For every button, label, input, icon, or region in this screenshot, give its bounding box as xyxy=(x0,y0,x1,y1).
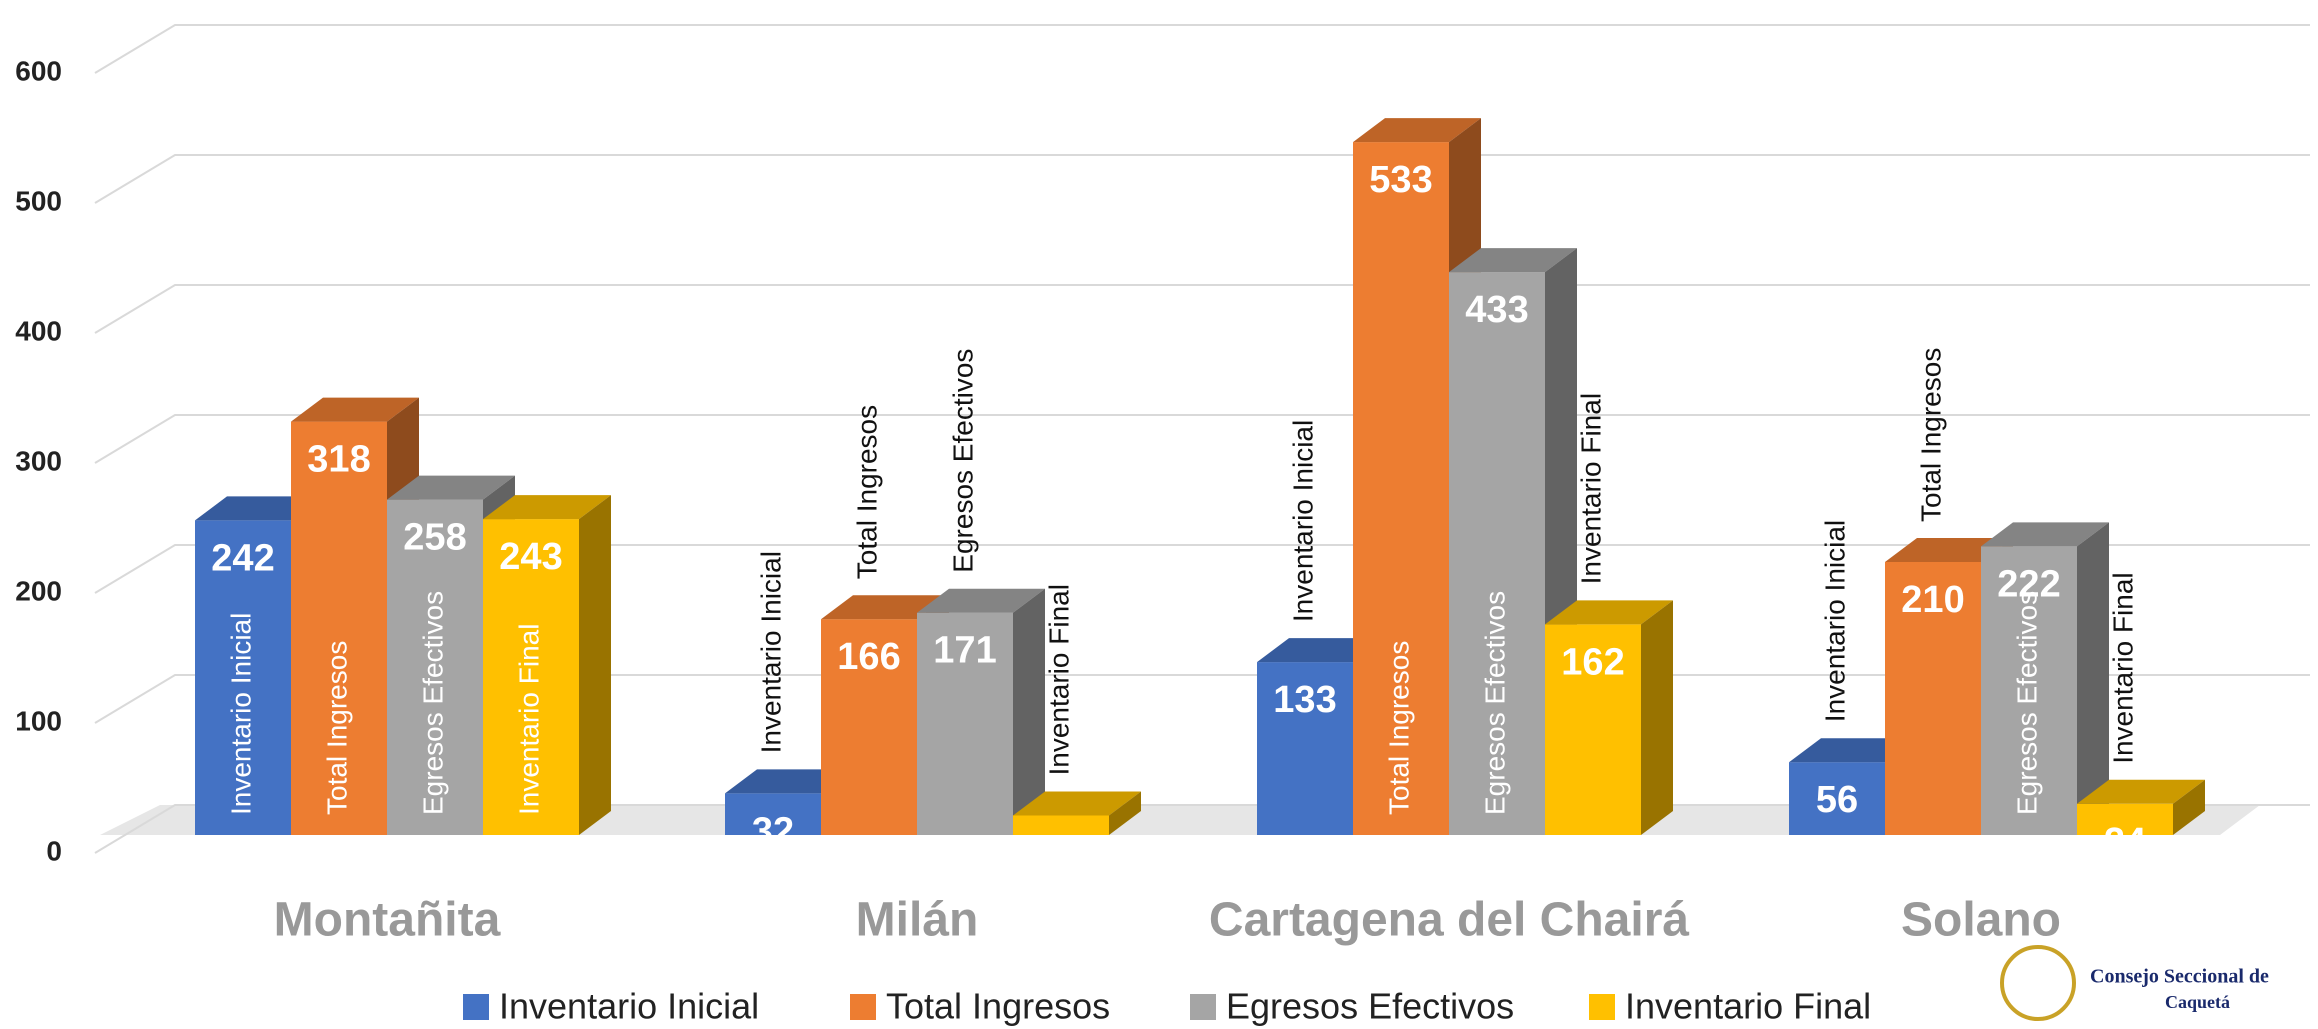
x-tick-label: Cartagena del Chairá xyxy=(1209,894,1689,947)
legend-swatch xyxy=(1589,994,1615,1020)
data-label: 171 xyxy=(933,630,996,672)
series-name-label: Inventario Inicial xyxy=(1819,520,1850,722)
data-label: 133 xyxy=(1273,679,1336,721)
data-label: 243 xyxy=(499,536,562,578)
grid-line xyxy=(95,155,2310,203)
bar xyxy=(1545,600,1673,835)
series-name-label: Total Ingresos xyxy=(321,641,352,815)
legend-label: Egresos Efectivos xyxy=(1226,986,1514,1027)
legend-swatch xyxy=(850,994,876,1020)
y-tick-label: 400 xyxy=(15,315,62,346)
series-name-label: Total Ingresos xyxy=(851,405,882,579)
data-label: 56 xyxy=(1816,779,1858,821)
y-tick-label: 600 xyxy=(15,55,62,86)
data-label: 533 xyxy=(1369,159,1432,201)
series-name-label: Inventario Inicial xyxy=(755,551,786,753)
bar xyxy=(917,589,1045,835)
data-label: 15 xyxy=(1040,833,1082,875)
legend-swatch xyxy=(1190,994,1216,1020)
series-name-label: Egresos Efectivos xyxy=(2011,591,2042,815)
series-name-label: Inventario Final xyxy=(513,624,544,815)
series-name-label: Total Ingresos xyxy=(1383,641,1414,815)
data-label: 162 xyxy=(1561,641,1624,683)
data-label: 318 xyxy=(307,439,370,481)
series-name-label: Inventario Final xyxy=(2107,572,2138,763)
series-name-label: Total Ingresos xyxy=(1915,348,1946,522)
bar-side xyxy=(579,495,611,835)
y-tick-label: 0 xyxy=(46,835,62,866)
series-name-label: Egresos Efectivos xyxy=(947,349,978,573)
series-name-label: Egresos Efectivos xyxy=(417,591,448,815)
series-name-label: Egresos Efectivos xyxy=(1479,591,1510,815)
legend-label: Inventario Final xyxy=(1625,986,1871,1027)
chart: 0 100 200 300 400 500 600 Montañita 242 Inventari… xyxy=(0,0,2318,1029)
logo-text: Caquetá xyxy=(2165,992,2230,1012)
data-label: 24 xyxy=(2104,821,2146,863)
legend-swatch xyxy=(463,994,489,1020)
grid-line xyxy=(95,285,2310,333)
bar-side xyxy=(1641,600,1673,835)
logo-seal xyxy=(2002,947,2074,1019)
series-name-label: Inventario Inicial xyxy=(225,613,256,815)
series-name-label: Inventario Final xyxy=(1043,584,1074,775)
logo-text: Consejo Seccional de xyxy=(2090,966,2269,988)
data-label: 210 xyxy=(1901,579,1964,621)
data-label: 166 xyxy=(837,636,900,678)
legend-label: Inventario Inicial xyxy=(499,986,759,1027)
x-tick-label: Solano xyxy=(1901,894,2061,947)
data-label: 32 xyxy=(752,810,794,852)
data-label: 258 xyxy=(403,517,466,559)
y-tick-label: 300 xyxy=(15,445,62,476)
y-tick-label: 100 xyxy=(15,705,62,736)
y-tick-label: 500 xyxy=(15,185,62,216)
legend-label: Total Ingresos xyxy=(886,986,1110,1027)
grid-line xyxy=(95,415,2310,463)
data-label: 433 xyxy=(1465,289,1528,331)
series-name-label: Inventario Inicial xyxy=(1287,420,1318,622)
x-tick-label: Milán xyxy=(856,894,979,947)
grid-line xyxy=(95,25,2310,73)
series-name-label: Inventario Final xyxy=(1575,393,1606,584)
y-tick-label: 200 xyxy=(15,575,62,606)
x-tick-label: Montañita xyxy=(274,894,501,947)
data-label: 242 xyxy=(211,537,274,579)
